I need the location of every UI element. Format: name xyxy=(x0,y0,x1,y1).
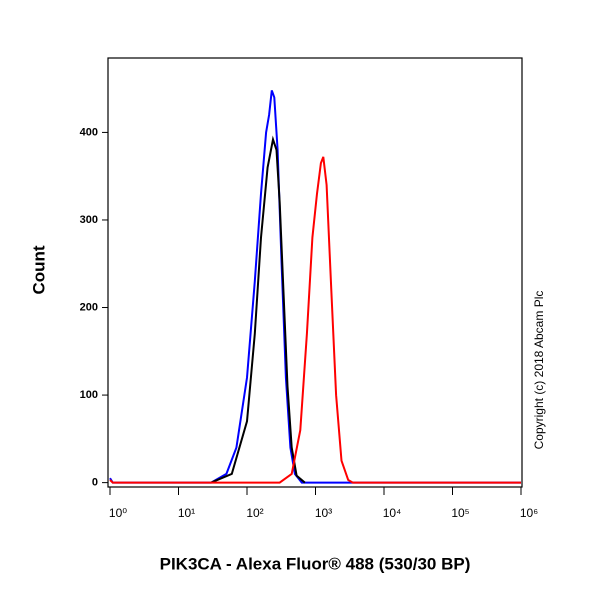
y-axis-label: Count xyxy=(29,245,48,294)
x-axis-label: PIK3CA - Alexa Fluor® 488 (530/30 BP) xyxy=(160,554,471,573)
y-tick-label: 300 xyxy=(80,214,98,226)
x-tick-label: 10⁶ xyxy=(520,506,538,520)
series-line xyxy=(210,135,306,484)
x-tick-label: 10³ xyxy=(315,506,332,520)
y-tick-label: 0 xyxy=(92,477,98,489)
x-tick-label: 10² xyxy=(246,506,263,520)
x-tick-label: 10⁰ xyxy=(109,506,127,520)
x-tick-label: 10⁵ xyxy=(451,506,469,520)
series-line xyxy=(109,90,521,484)
x-tick-label: 10⁴ xyxy=(383,506,402,520)
copyright: Copyright (c) 2018 Abcam Plc xyxy=(532,291,546,450)
y-tick-label: 100 xyxy=(80,389,98,401)
y-tick-label: 400 xyxy=(80,126,98,138)
x-tick-label: 10¹ xyxy=(178,506,195,520)
y-tick-label: 200 xyxy=(80,301,98,313)
series-line xyxy=(109,156,521,484)
plot-frame xyxy=(107,57,523,488)
